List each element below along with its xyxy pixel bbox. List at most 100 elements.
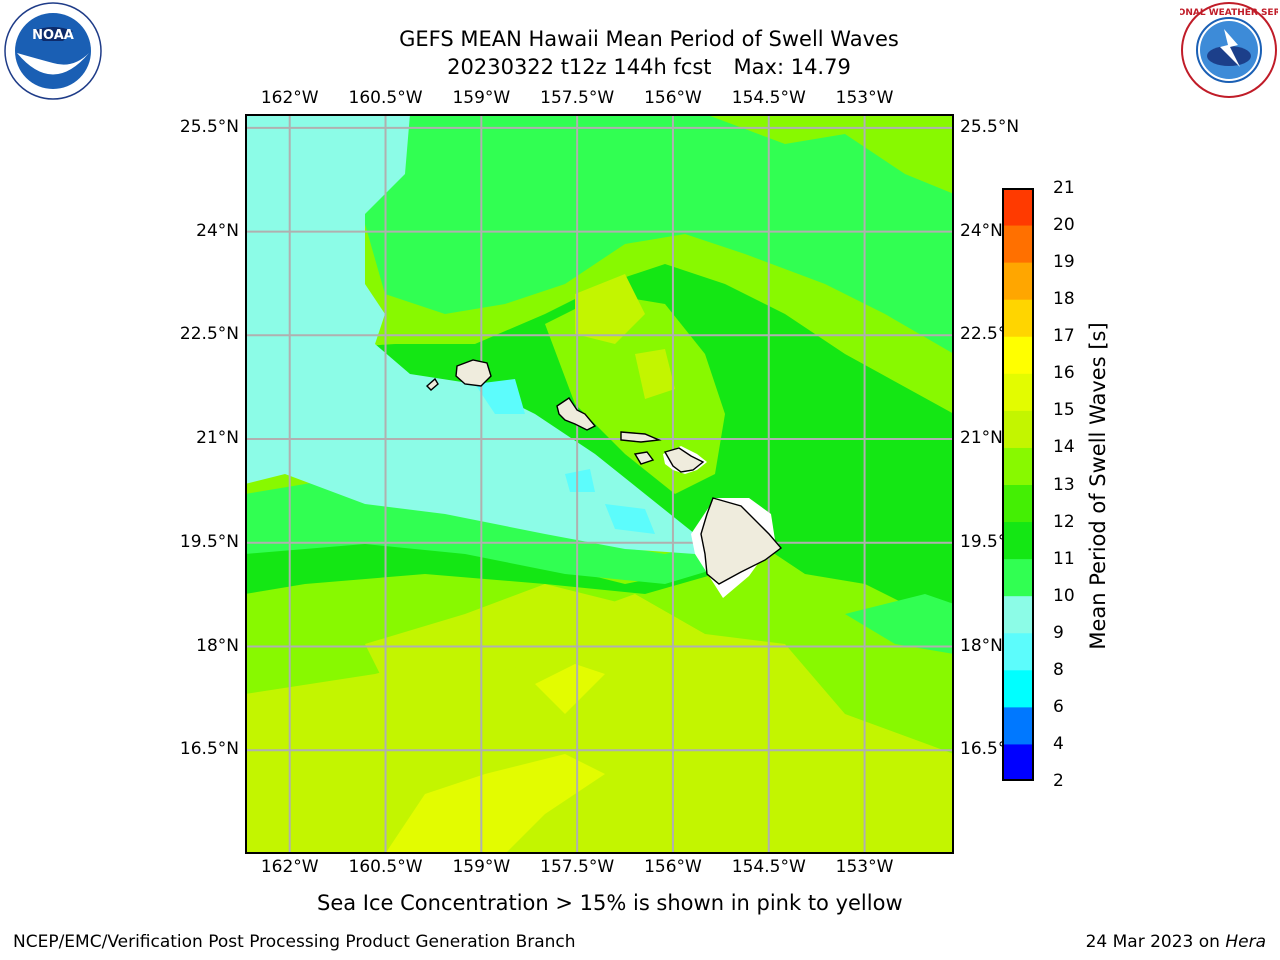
colorbar-segment [1003,558,1033,597]
lat-tick-label: 22.5°N [179,324,239,345]
footer-host: Hera [1225,932,1266,952]
lon-tick-label: 156°W [644,88,702,108]
lon-tick-label: 159°W [452,88,511,108]
field-8-9-patch-b [605,504,655,534]
colorbar-segment [1003,669,1033,708]
colorbar-tick-label: 2 [1053,771,1064,791]
colorbar-segment [1003,336,1033,374]
lat-tick-label: 16.5°N [179,739,239,760]
lon-tick-label: 160.5°W [348,88,423,108]
colorbar-segment [1003,262,1033,300]
colorbar-segment [1003,706,1033,745]
noaa-logo-text: NOAA [32,28,74,43]
colorbar-segment [1003,299,1033,337]
lon-tick-label: 153°W [835,88,894,108]
map-border [245,114,954,854]
field-13-14-center-north [575,274,645,344]
nws-logo-text: NATIONAL WEATHER SERVICE [1180,8,1278,18]
field-9-10-corner [245,114,410,144]
lat-tick-label: 21°N [196,428,239,449]
noaa-logo: NOAA [4,2,102,100]
field-8-9-patch-c [565,469,595,492]
max-value: Max: 14.79 [733,55,851,79]
niihau-island [425,377,439,391]
lat-tick-label: 25.5°N [179,116,239,137]
colorbar-segment [1003,595,1033,634]
colorbar-tick-label: 6 [1053,696,1064,717]
field-13-14-center [635,349,675,399]
field-10-11-north [365,114,954,354]
oahu-island [556,397,597,431]
colorbar-tick-label: 8 [1053,659,1064,680]
graticule [245,114,954,854]
lon-tick-label: 160.5°W [348,857,423,877]
molokai-island [620,431,662,443]
lon-tick-label: 157.5°W [540,857,615,877]
colorbar-segment [1003,447,1033,485]
field-13-14-south [245,594,954,854]
field-14-15-south [385,754,605,854]
colorbar [1002,188,1034,781]
colorbar-border [1002,188,1034,781]
map-subtitle: 20230322 t12z 144h fcst Max: 14.79 [249,55,1049,79]
field-14-15-patch [535,664,605,714]
maui-island [663,447,705,473]
lon-tick-label: 154.5°W [731,88,806,108]
colorbar-segment [1003,188,1033,226]
colorbar-tick-label: 17 [1053,326,1075,347]
colorbar-tick-label: 15 [1053,400,1075,421]
lon-tick-label: 159°W [452,857,511,877]
colorbar-tick-label: 9 [1053,622,1064,643]
field-11-12-band [245,264,954,634]
map-title: GEFS MEAN Hawaii Mean Period of Swell Wa… [399,27,899,51]
lat-tick-label: 24°N [196,220,239,241]
kauai-island [455,359,492,387]
colorbar-tick-label: 14 [1053,437,1075,458]
lat-tick-label: 19.5°N [179,531,239,552]
colorbar-tick-label: 4 [1053,733,1064,754]
lat-tick-label: 25.5°N [960,116,1020,137]
footer-date: 24 Mar 2023 on [1085,932,1220,952]
colorbar-segment [1003,225,1033,263]
hawaiian-islands [425,359,783,598]
big-island [700,497,783,585]
colorbar-tick-label: 21 [1053,178,1075,198]
lon-tick-label: 157.5°W [540,88,615,108]
colorbar-segment [1003,743,1033,781]
colorbar-tick-label: 18 [1053,289,1075,310]
footer-timestamp: 24 Mar 2023 on Hera [1086,932,1266,952]
lat-tick-label: 21°N [960,428,1003,449]
field-8-9-patch-a [475,379,525,414]
field-12-13-center [545,294,725,494]
lon-tick-label: 154.5°W [731,857,806,877]
footer-credit: NCEP/EMC/Verification Post Processing Pr… [13,932,576,952]
colorbar-segment [1003,521,1033,560]
lat-tick-label: 24°N [960,220,1003,241]
colorbar-tick-label: 20 [1053,215,1075,236]
nws-logo: NATIONAL WEATHER SERVICE [1180,2,1278,98]
sea-ice-caption: Sea Ice Concentration > 15% is shown in … [317,891,903,915]
lon-tick-label: 156°W [644,857,702,877]
colorbar-title: Mean Period of Swell Waves [s] [1086,322,1110,650]
colorbar-tick-label: 16 [1053,363,1075,384]
colorbar-segment [1003,410,1033,448]
colorbar-segment [1003,373,1033,411]
swell-period-map [245,114,954,854]
colorbar-tick-label: 11 [1053,548,1075,569]
forecast-run: 20230322 t12z 144h fcst [447,55,712,79]
lanai-island [633,451,655,465]
colorbar-tick-label: 13 [1053,474,1075,495]
lon-tick-label: 162°W [260,88,319,108]
lon-tick-label: 153°W [835,857,894,877]
field-9-10-west [245,114,695,554]
colorbar-segment [1003,632,1033,671]
lat-tick-label: 18°N [960,635,1003,656]
field-10-11-east-patch [845,594,954,654]
colorbar-tick-label: 19 [1053,252,1075,273]
lon-tick-label: 162°W [260,857,319,877]
field-13-14-west [365,584,625,684]
colorbar-tick-label: 10 [1053,585,1075,606]
colorbar-segment [1003,484,1033,523]
lat-tick-label: 18°N [196,635,239,656]
colorbar-tick-label: 12 [1053,511,1075,532]
